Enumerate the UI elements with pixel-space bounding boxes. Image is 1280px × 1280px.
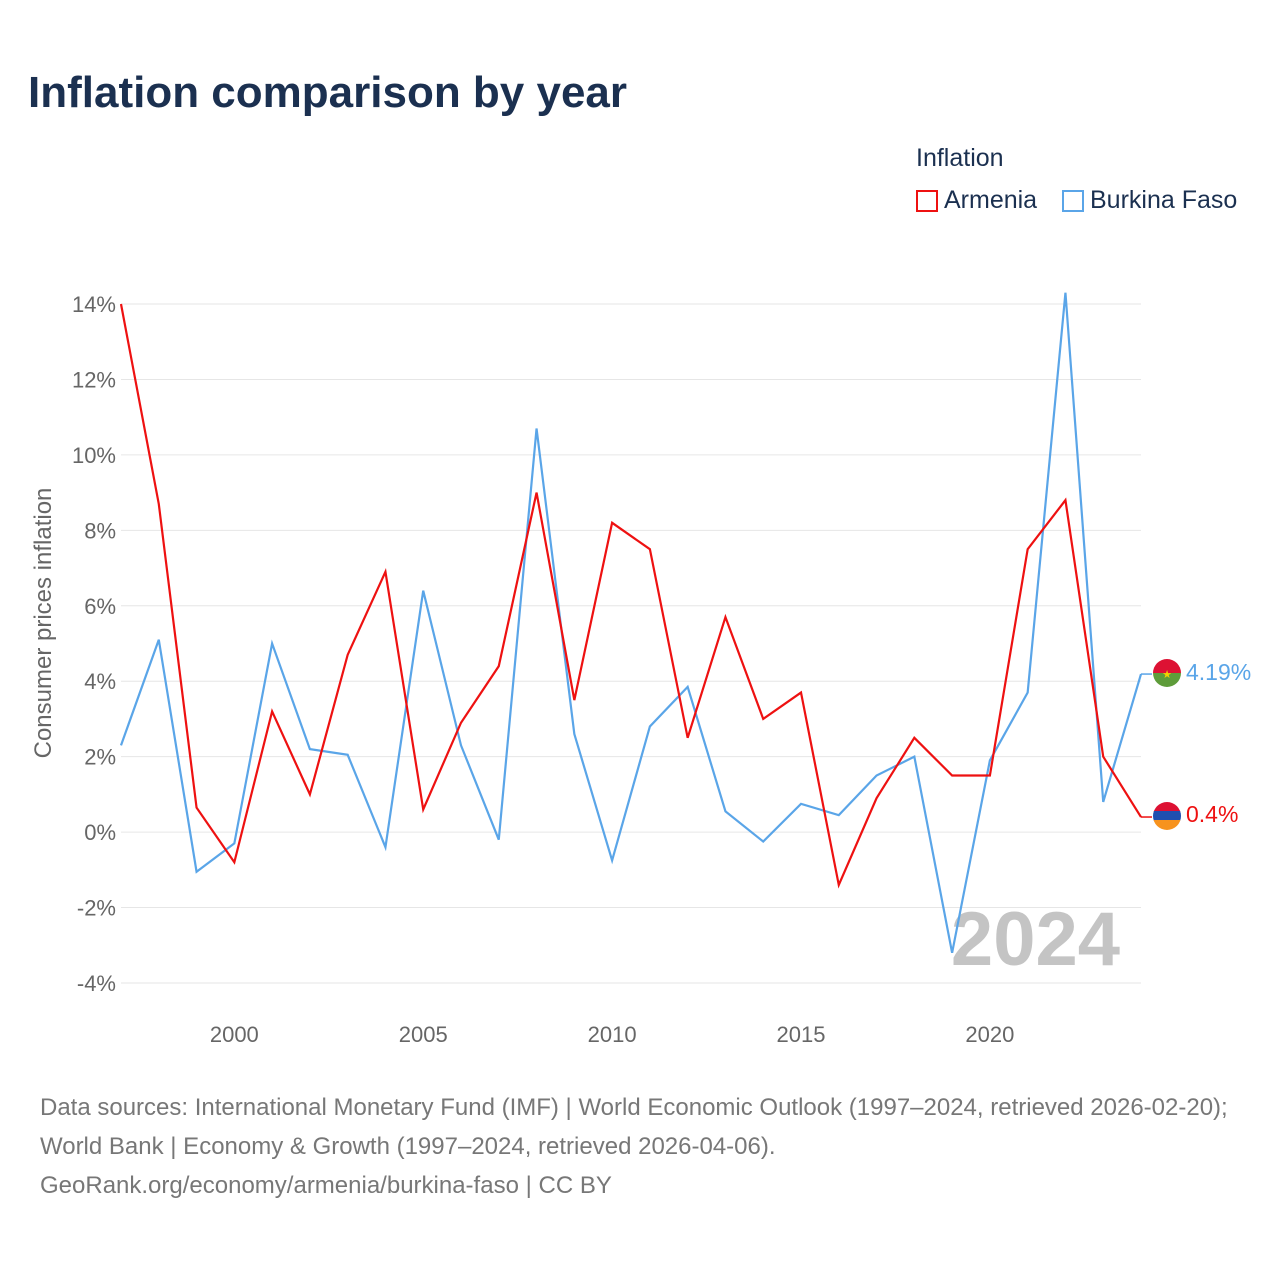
series-line-burkina-faso[interactable] (119, 292, 1143, 954)
data-point[interactable] (761, 840, 765, 844)
legend-label: Burkina Faso (1090, 186, 1238, 214)
data-point[interactable] (761, 717, 765, 721)
data-point[interactable] (459, 743, 463, 747)
legend-item-burkina-faso[interactable]: Burkina Faso (1062, 186, 1237, 215)
y-tick-label: -4% (77, 971, 116, 996)
data-point[interactable] (1026, 547, 1030, 551)
legend-item-armenia[interactable]: Armenia (916, 186, 1037, 215)
burkina-faso-end-label: 4.19% (1186, 659, 1251, 685)
data-point[interactable] (1139, 672, 1143, 676)
data-point[interactable] (950, 951, 954, 955)
data-point[interactable] (837, 883, 841, 887)
legend-label: Armenia (944, 186, 1038, 214)
data-point[interactable] (383, 570, 387, 574)
y-tick-label: -2% (77, 896, 116, 921)
data-point[interactable] (421, 807, 425, 811)
data-point[interactable] (875, 796, 879, 800)
data-point[interactable] (346, 653, 350, 657)
x-tick-label: 2020 (965, 1022, 1014, 1047)
data-point[interactable] (1101, 800, 1105, 804)
data-point[interactable] (195, 870, 199, 874)
legend-title: Inflation (916, 144, 1004, 172)
data-point[interactable] (799, 802, 803, 806)
series-line-armenia[interactable] (119, 303, 1142, 889)
x-tick-label: 2000 (210, 1022, 259, 1047)
data-point[interactable] (308, 747, 312, 751)
data-point[interactable] (912, 755, 916, 759)
data-point[interactable] (875, 774, 879, 778)
data-point[interactable] (232, 860, 236, 864)
legend-swatch (916, 189, 938, 212)
footer: Data sources: International Monetary Fun… (40, 1088, 1250, 1205)
data-point[interactable] (119, 302, 123, 306)
data-point[interactable] (1101, 755, 1105, 759)
armenia-end-label: 0.4% (1186, 801, 1238, 827)
y-tick-label: 14% (72, 292, 116, 317)
data-point[interactable] (157, 502, 161, 506)
y-axis-label: Consumer prices inflation (30, 488, 57, 759)
data-point[interactable] (497, 838, 501, 842)
data-point[interactable] (497, 664, 501, 668)
data-point[interactable] (232, 841, 236, 845)
data-point[interactable] (723, 615, 727, 619)
data-point[interactable] (270, 709, 274, 713)
x-tick-label: 2015 (777, 1022, 826, 1047)
data-point[interactable] (195, 806, 199, 810)
chart-title: Inflation comparison by year (28, 68, 628, 117)
y-tick-label: 6% (84, 594, 116, 619)
data-point[interactable] (723, 809, 727, 813)
data-point[interactable] (535, 426, 539, 430)
data-point[interactable] (610, 858, 614, 862)
legend-swatch (1062, 189, 1084, 212)
data-point[interactable] (1139, 815, 1143, 819)
x-tick-label: 2005 (399, 1022, 448, 1047)
y-tick-label: 4% (84, 669, 116, 694)
data-point[interactable] (648, 724, 652, 728)
data-point[interactable] (421, 589, 425, 593)
data-point[interactable] (1026, 691, 1030, 695)
y-tick-label: 8% (84, 518, 116, 543)
data-point[interactable] (572, 732, 576, 736)
data-point[interactable] (383, 845, 387, 849)
burkina-faso-flag-icon: ★ (1153, 659, 1181, 687)
data-point[interactable] (1063, 498, 1067, 502)
data-point[interactable] (535, 491, 539, 495)
y-tick-label: 10% (72, 443, 116, 468)
x-tick-label: 2010 (588, 1022, 637, 1047)
data-point[interactable] (119, 743, 123, 747)
armenia-flag-icon (1153, 802, 1181, 830)
data-point[interactable] (610, 521, 614, 525)
y-tick-label: 0% (84, 820, 116, 845)
data-sources: Data sources: International Monetary Fun… (40, 1094, 1228, 1160)
data-point[interactable] (572, 698, 576, 702)
data-point[interactable] (157, 638, 161, 642)
data-point[interactable] (686, 736, 690, 740)
data-point[interactable] (799, 691, 803, 695)
y-tick-label: 2% (84, 745, 116, 770)
data-point[interactable] (648, 547, 652, 551)
data-point[interactable] (459, 721, 463, 725)
data-point[interactable] (950, 774, 954, 778)
data-point[interactable] (270, 642, 274, 646)
data-point[interactable] (346, 753, 350, 757)
data-point[interactable] (686, 685, 690, 689)
year-watermark: 2024 (951, 897, 1120, 982)
y-tick-label: 12% (72, 367, 116, 392)
data-point[interactable] (1063, 291, 1067, 295)
data-point[interactable] (912, 736, 916, 740)
data-point[interactable] (837, 813, 841, 817)
data-point[interactable] (988, 774, 992, 778)
source-link[interactable]: GeoRank.org/economy/armenia/burkina-faso… (40, 1172, 612, 1199)
svg-text:★: ★ (1162, 669, 1172, 681)
data-point[interactable] (308, 792, 312, 796)
